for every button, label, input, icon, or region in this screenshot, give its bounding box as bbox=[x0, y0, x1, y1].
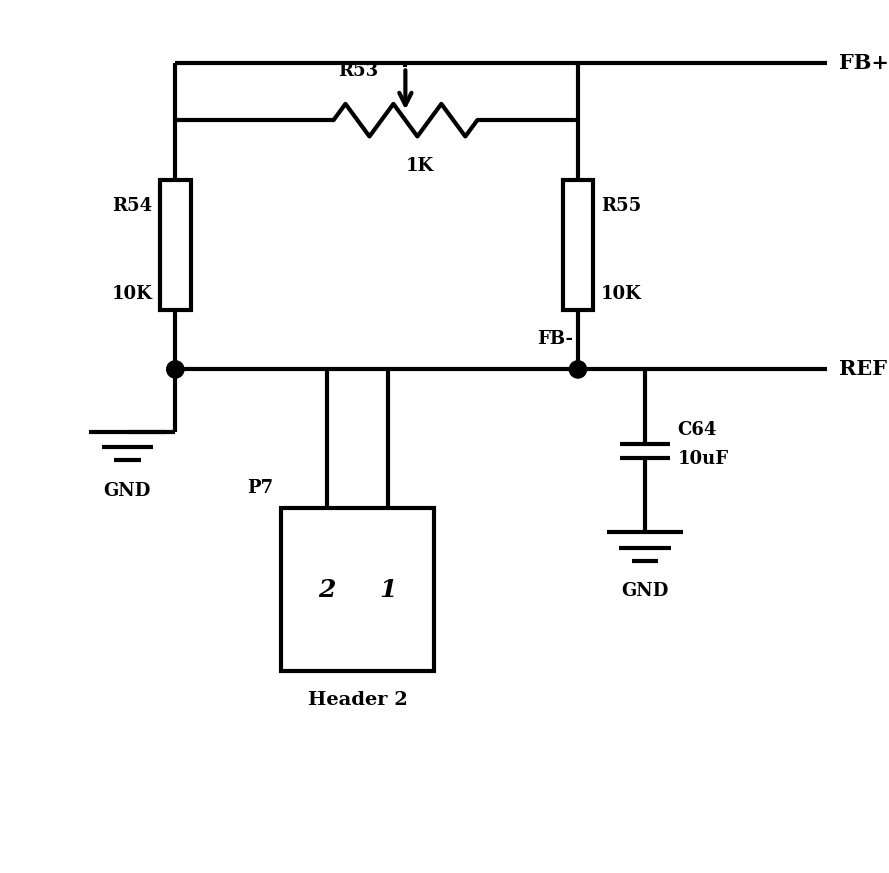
Circle shape bbox=[167, 361, 184, 378]
Text: REF: REF bbox=[838, 360, 886, 380]
Bar bbox=[160, 180, 190, 310]
Bar bbox=[563, 180, 593, 310]
Text: 2: 2 bbox=[318, 578, 335, 601]
Text: C64: C64 bbox=[677, 421, 717, 439]
Text: 10uF: 10uF bbox=[677, 450, 729, 468]
Text: R53: R53 bbox=[339, 62, 379, 80]
Text: 10K: 10K bbox=[601, 285, 642, 303]
Text: R55: R55 bbox=[601, 197, 641, 215]
Circle shape bbox=[569, 361, 587, 378]
Text: Header 2: Header 2 bbox=[308, 691, 407, 709]
Text: 1: 1 bbox=[380, 578, 396, 601]
Text: GND: GND bbox=[104, 482, 151, 499]
Text: GND: GND bbox=[621, 582, 669, 601]
Text: FB-: FB- bbox=[537, 330, 573, 348]
Text: P7: P7 bbox=[247, 479, 273, 497]
Bar bbox=[281, 508, 434, 671]
Text: 10K: 10K bbox=[111, 285, 152, 303]
Text: R54: R54 bbox=[112, 197, 152, 215]
Text: FB+: FB+ bbox=[838, 52, 889, 72]
Text: 1K: 1K bbox=[405, 156, 434, 175]
